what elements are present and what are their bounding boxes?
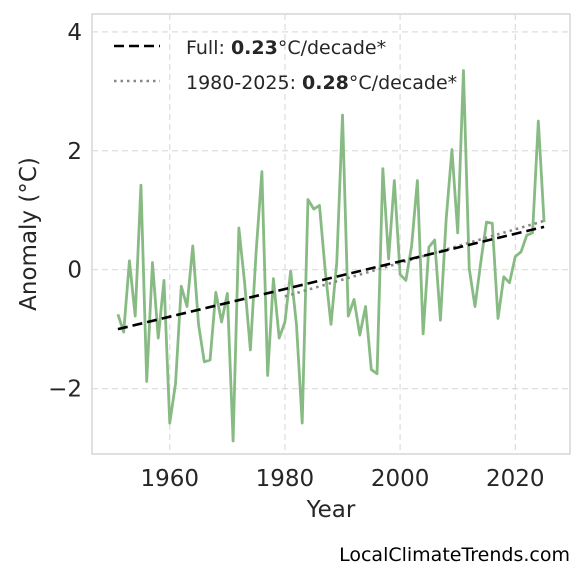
y-axis-title: Anomaly (°C): [16, 157, 42, 311]
site-credit: LocalClimateTrends.com: [339, 544, 570, 566]
series-group: [116, 69, 546, 443]
legend-recent-label: 1980-2025: 0.28°C/decade*: [186, 72, 457, 94]
x-tick-label: 1960: [140, 466, 199, 492]
anomaly-series-line: [116, 69, 546, 443]
y-tick-label: 2: [67, 139, 82, 165]
legend: Full: 0.23°C/decade* 1980-2025: 0.28°C/d…: [114, 37, 457, 94]
trend-lines: [117, 219, 545, 331]
x-tick-label: 2020: [486, 466, 545, 492]
trend-line-full: [117, 225, 545, 331]
x-tick-labels: 1960 1980 2000 2020: [140, 466, 544, 492]
x-tick-label: 1980: [256, 466, 315, 492]
x-tick-label: 2000: [371, 466, 430, 492]
y-tick-labels: −2 0 2 4: [48, 20, 82, 403]
y-tick-label: 4: [67, 20, 82, 46]
y-tick-label: 0: [67, 258, 82, 284]
y-tick-label: −2: [48, 377, 82, 403]
x-axis-title: Year: [306, 497, 356, 523]
legend-full-label: Full: 0.23°C/decade*: [186, 37, 386, 59]
plot-area: [91, 13, 571, 455]
